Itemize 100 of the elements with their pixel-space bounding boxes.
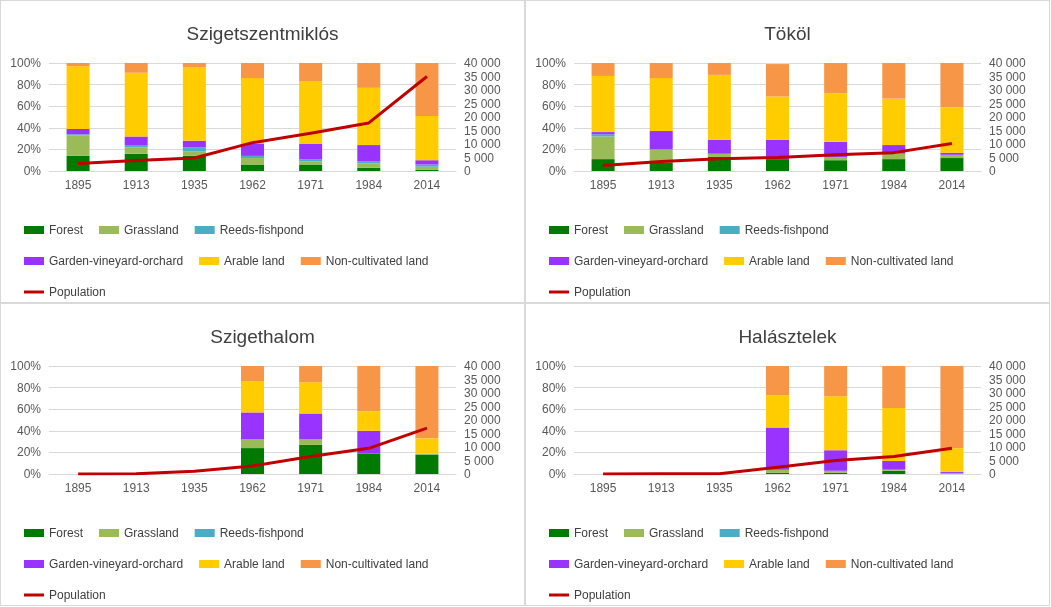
legend-label: Reeds-fishpond (744, 223, 829, 237)
legend-label: Population (49, 285, 106, 299)
x-tick-label: 1984 (880, 481, 908, 495)
y-tick-label: 40% (541, 423, 567, 438)
x-tick-label: 2014 (413, 178, 441, 192)
y-tick-label: 80% (541, 380, 567, 395)
x-tick-label: 1962 (239, 178, 267, 192)
x-tick-label: 1935 (706, 178, 734, 192)
x-tick-label: 1984 (355, 481, 383, 495)
y2-tick-label: 35 000 (989, 372, 1027, 387)
y2-tick-label: 40 000 (464, 56, 502, 70)
legend-label: Forest (574, 223, 609, 237)
y2-tick-label: 40 000 (989, 359, 1027, 373)
x-tick-label: 1913 (122, 178, 150, 192)
y2-tick-label: 0 (989, 467, 996, 481)
y-tick-label: 40% (16, 423, 42, 438)
x-tick-label: 1895 (64, 178, 92, 192)
legend-label: Grassland (124, 526, 179, 540)
y2-tick-label: 40 000 (464, 359, 502, 373)
x-tick-label: 1971 (297, 481, 325, 495)
y2-tick-label: 20 000 (464, 110, 502, 124)
y2-tick-label: 10 000 (464, 137, 502, 151)
legend-label: Grassland (124, 223, 179, 237)
y-tick-label: 0% (548, 467, 567, 481)
y2-tick-label: 0 (464, 467, 471, 481)
legend-label: Reeds-fishpond (744, 526, 829, 540)
legend-label: Arable land (224, 254, 285, 268)
y-tick-label: 100% (535, 359, 567, 373)
legend-label: Non-cultivated land (325, 254, 429, 268)
y-tick-label: 80% (16, 77, 42, 92)
y2-tick-label: 10 000 (989, 440, 1027, 454)
legend-label: Arable land (749, 557, 810, 571)
y2-tick-label: 15 000 (989, 426, 1027, 441)
legend-label: Arable land (749, 254, 810, 268)
x-tick-label: 2014 (938, 178, 966, 192)
legend-label: Garden-vineyard-orchard (574, 557, 709, 571)
y2-tick-label: 20 000 (464, 413, 502, 427)
y2-tick-label: 30 000 (464, 83, 502, 97)
y-tick-label: 0% (23, 164, 42, 178)
y-tick-label: 40% (541, 120, 567, 135)
x-tick-label: 1984 (880, 178, 908, 192)
y2-tick-label: 15 000 (464, 426, 502, 441)
y2-tick-label: 15 000 (464, 123, 502, 138)
y2-tick-label: 30 000 (464, 386, 502, 400)
x-tick-label: 1962 (239, 481, 267, 495)
x-tick-label: 1984 (355, 178, 383, 192)
legend-label: Garden-vineyard-orchard (574, 254, 709, 268)
y-tick-label: 80% (16, 380, 42, 395)
y-tick-label: 60% (16, 402, 42, 417)
y-tick-label: 60% (541, 99, 567, 114)
y2-tick-label: 35 000 (989, 69, 1027, 84)
y2-tick-label: 30 000 (989, 83, 1027, 97)
y2-tick-label: 30 000 (989, 386, 1027, 400)
legend-label: Population (49, 588, 106, 602)
legend-label: Forest (49, 526, 84, 540)
y2-tick-label: 15 000 (989, 123, 1027, 138)
legend-label: Non-cultivated land (850, 557, 954, 571)
legend-label: Garden-vineyard-orchard (49, 254, 184, 268)
legend-label: Forest (49, 223, 84, 237)
x-tick-label: 1962 (764, 178, 792, 192)
x-tick-label: 1971 (297, 178, 325, 192)
y2-tick-label: 0 (464, 164, 471, 178)
legend-label: Grassland (649, 526, 704, 540)
legend-label: Forest (574, 526, 609, 540)
y2-tick-label: 10 000 (989, 137, 1027, 151)
y2-tick-label: 35 000 (464, 372, 502, 387)
y-tick-label: 40% (16, 120, 42, 135)
x-tick-label: 1895 (589, 178, 617, 192)
x-tick-label: 1913 (122, 481, 150, 495)
y-tick-label: 100% (10, 359, 42, 373)
y-tick-label: 60% (541, 402, 567, 417)
y-tick-label: 20% (16, 142, 42, 157)
y2-tick-label: 5 000 (464, 453, 495, 468)
y2-tick-label: 25 000 (464, 399, 502, 414)
x-tick-label: 1895 (64, 481, 92, 495)
y-tick-label: 0% (548, 164, 567, 178)
x-tick-label: 2014 (938, 481, 966, 495)
y-tick-label: 100% (10, 56, 42, 70)
y-tick-label: 0% (23, 467, 42, 481)
y-tick-label: 20% (541, 445, 567, 460)
x-tick-label: 1971 (822, 481, 850, 495)
y2-tick-label: 40 000 (989, 56, 1027, 70)
y-tick-label: 20% (16, 445, 42, 460)
chart-title: Szigethalom (210, 326, 315, 347)
legend-label: Population (574, 588, 631, 602)
x-tick-label: 1913 (647, 178, 675, 192)
x-tick-label: 1935 (181, 481, 209, 495)
x-tick-label: 1962 (764, 481, 792, 495)
y2-tick-label: 20 000 (989, 110, 1027, 124)
x-tick-label: 1971 (822, 178, 850, 192)
x-tick-label: 1935 (181, 178, 209, 192)
chart-title: Halásztelek (738, 326, 838, 347)
legend-label: Reeds-fishpond (219, 223, 304, 237)
y-tick-label: 80% (541, 77, 567, 92)
legend-label: Arable land (224, 557, 285, 571)
legend-label: Population (574, 285, 631, 299)
x-tick-label: 1895 (589, 481, 617, 495)
legend-label: Garden-vineyard-orchard (49, 557, 184, 571)
y-tick-label: 100% (535, 56, 567, 70)
y2-tick-label: 10 000 (464, 440, 502, 454)
